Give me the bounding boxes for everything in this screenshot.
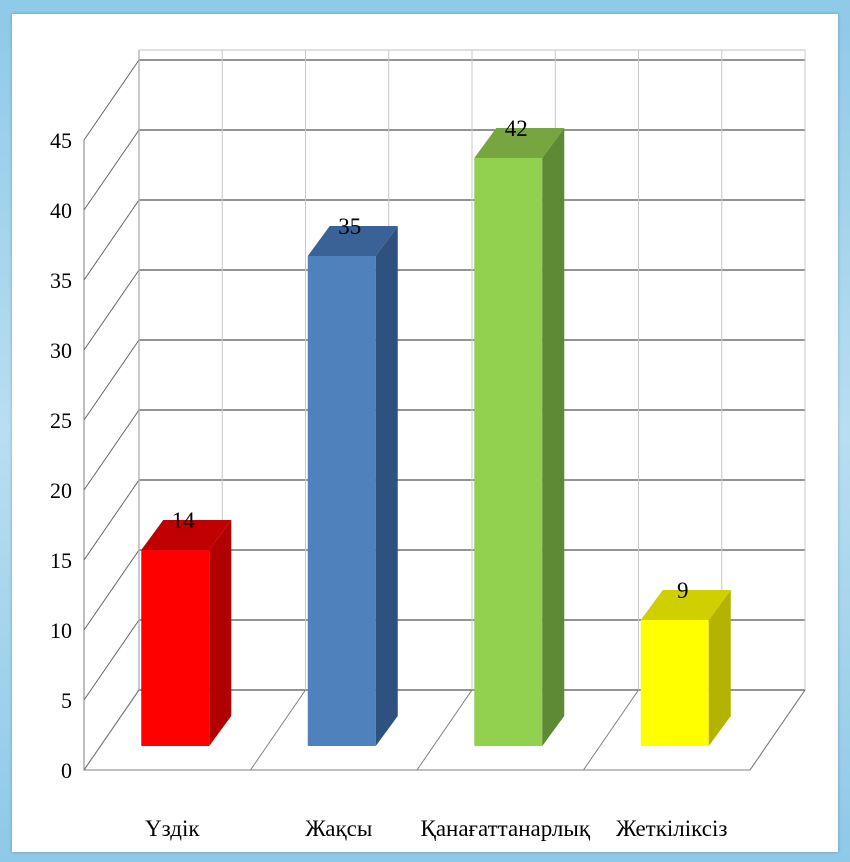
x-category-label: Жеткіліксіз [616,816,727,841]
data-label: 9 [677,578,689,603]
bar-top [141,520,232,550]
y-axis-ticks: 0 5 10 15 20 25 30 35 40 45 [50,128,72,783]
bar-front [307,256,376,746]
y-tick-label: 35 [50,268,72,293]
bar-side [375,226,398,746]
floor-category-divider [749,689,806,771]
data-label: 42 [505,116,528,141]
bar-top [307,226,398,256]
side-wall-gridline [83,409,140,491]
y-tick-label: 30 [50,338,72,363]
bar-top [474,128,565,158]
bar-side [542,128,565,746]
floor-category-divider [583,689,639,771]
y-tick-label: 45 [50,128,72,153]
y-tick-label: 10 [50,618,72,643]
bars [141,128,731,746]
gridlines [83,49,806,771]
x-category-label: Қанағаттанарлық [420,816,590,841]
side-wall-gridline [83,59,140,141]
data-label: 14 [172,508,196,533]
x-category-label: Үздік [145,816,200,841]
side-wall-gridline [83,129,140,211]
side-wall-gridline [83,269,140,351]
bar-front [474,158,543,746]
y-tick-label: 15 [50,548,72,573]
side-wall-gridline [83,339,140,421]
side-wall-gridline [83,549,140,631]
floor-category-divider [250,689,306,771]
bar-top [640,590,731,620]
floor-category-divider [83,689,140,771]
bar-side [708,590,731,746]
data-label: 35 [338,214,361,239]
floor-category-divider [416,689,473,771]
x-category-label: Жақсы [305,816,372,841]
y-tick-label: 5 [61,688,72,713]
bar-side [209,520,232,746]
bar-front [141,550,210,746]
y-tick-label: 25 [50,408,72,433]
data-labels: 14 35 42 9 [172,116,689,603]
x-axis-ticks: Үздік Жақсы Қанағаттанарлық Жеткіліксіз [145,816,727,841]
y-tick-label: 40 [50,198,72,223]
side-wall-gridline [83,479,140,561]
side-wall-gridline [83,199,140,281]
y-tick-label: 20 [50,478,72,503]
bar-front [640,620,709,746]
side-wall-gridline [83,619,140,701]
y-tick-label: 0 [61,758,72,783]
